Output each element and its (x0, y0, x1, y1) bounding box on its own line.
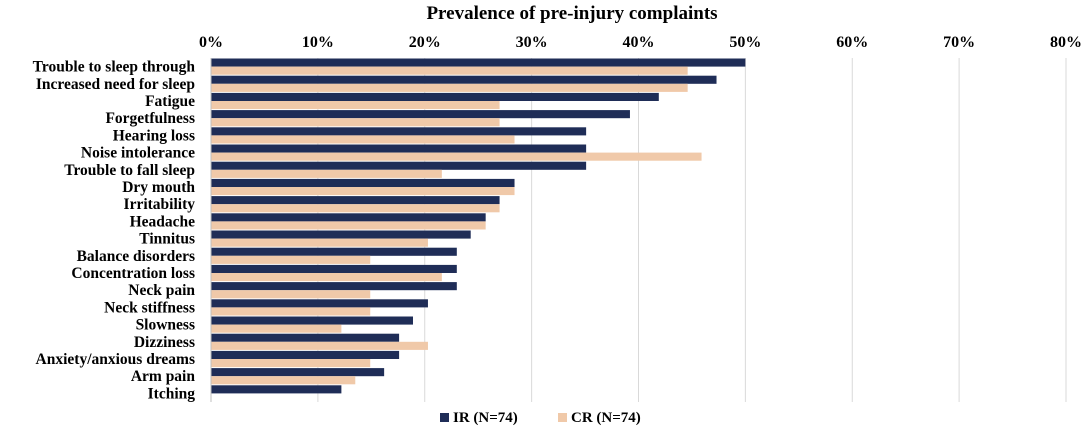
category-label: Forgetfulness (105, 110, 195, 127)
x-tick-label: 80% (1050, 34, 1082, 51)
x-axis-tick-labels: 0% 10% 20% 30% 40% 50% 60% 70% 80% (199, 34, 1082, 51)
category-label: Increased need for sleep (36, 76, 195, 93)
x-tick-label: 70% (943, 34, 975, 51)
bar-cr (211, 187, 515, 196)
bar-ir (211, 178, 515, 187)
bar-cr (211, 359, 371, 368)
category-label: Neck stiffness (104, 299, 195, 316)
legend-swatch (558, 413, 567, 422)
bar-cr (211, 273, 442, 282)
bar-ir (211, 282, 457, 291)
x-tick-label: 60% (836, 34, 868, 51)
bar-ir (211, 316, 413, 325)
bar-cr (211, 135, 515, 144)
bar-ir (211, 92, 659, 101)
x-tick-label: 30% (516, 34, 548, 51)
bar-cr (211, 169, 442, 178)
bar-ir (211, 58, 746, 67)
bar-ir (211, 196, 500, 205)
category-label: Balance disorders (77, 248, 195, 265)
category-label: Fatigue (145, 93, 195, 110)
category-label: Itching (148, 385, 196, 402)
bar-ir (211, 299, 428, 308)
bar-cr (211, 118, 500, 127)
bar-ir (211, 264, 457, 273)
category-label: Headache (130, 213, 196, 230)
bar-ir (211, 247, 457, 256)
bar-cr (211, 204, 500, 213)
bar-cr (211, 255, 371, 264)
legend-swatch (440, 413, 449, 422)
x-tick-label: 20% (409, 34, 441, 51)
bar-ir (211, 333, 400, 342)
legend: IR (N=74) CR (N=74) (440, 410, 641, 426)
bar-cr (211, 152, 702, 161)
bar-cr (211, 221, 486, 230)
category-label: Concentration loss (71, 265, 195, 282)
category-label: Anxiety/anxious dreams (36, 351, 195, 368)
bar-ir (211, 368, 385, 377)
bar-cr (211, 290, 371, 299)
bar-cr (211, 341, 428, 350)
category-label: Slowness (136, 317, 195, 334)
category-label: Tinnitus (139, 231, 195, 248)
bar-cr (211, 376, 356, 385)
bar-ir (211, 161, 587, 170)
bar-ir (211, 350, 400, 359)
category-label: Trouble to fall sleep (64, 162, 195, 179)
chart-title: Prevalence of pre-injury complaints (426, 3, 717, 24)
category-label: Neck pain (128, 282, 195, 299)
category-label: Irritability (124, 196, 196, 213)
x-tick-label: 10% (302, 34, 334, 51)
bar-ir (211, 230, 471, 239)
bars (211, 58, 746, 394)
bar-cr (211, 238, 428, 247)
category-label: Dry mouth (122, 179, 195, 196)
bar-ir (211, 144, 587, 153)
category-label: Noise intolerance (81, 145, 195, 162)
category-label: Dizziness (134, 334, 195, 351)
bar-ir (211, 110, 630, 119)
legend-label: CR (N=74) (571, 410, 641, 426)
bar-cr (211, 101, 500, 110)
bar-ir (211, 75, 717, 84)
legend-label: IR (N=74) (453, 410, 518, 426)
bar-cr (211, 83, 688, 92)
x-tick-label: 50% (729, 34, 761, 51)
bar-ir (211, 213, 486, 222)
bar-cr (211, 307, 371, 316)
gridlines (317, 58, 1067, 402)
bar-cr (211, 324, 342, 333)
category-label: Arm pain (131, 368, 196, 385)
x-tick-label: 0% (199, 34, 223, 51)
x-tick-label: 40% (623, 34, 655, 51)
category-label: Hearing loss (113, 127, 195, 144)
bar-cr (211, 66, 688, 75)
category-label: Trouble to sleep through (33, 59, 196, 76)
bar-ir (211, 127, 587, 136)
bar-ir (211, 385, 342, 394)
